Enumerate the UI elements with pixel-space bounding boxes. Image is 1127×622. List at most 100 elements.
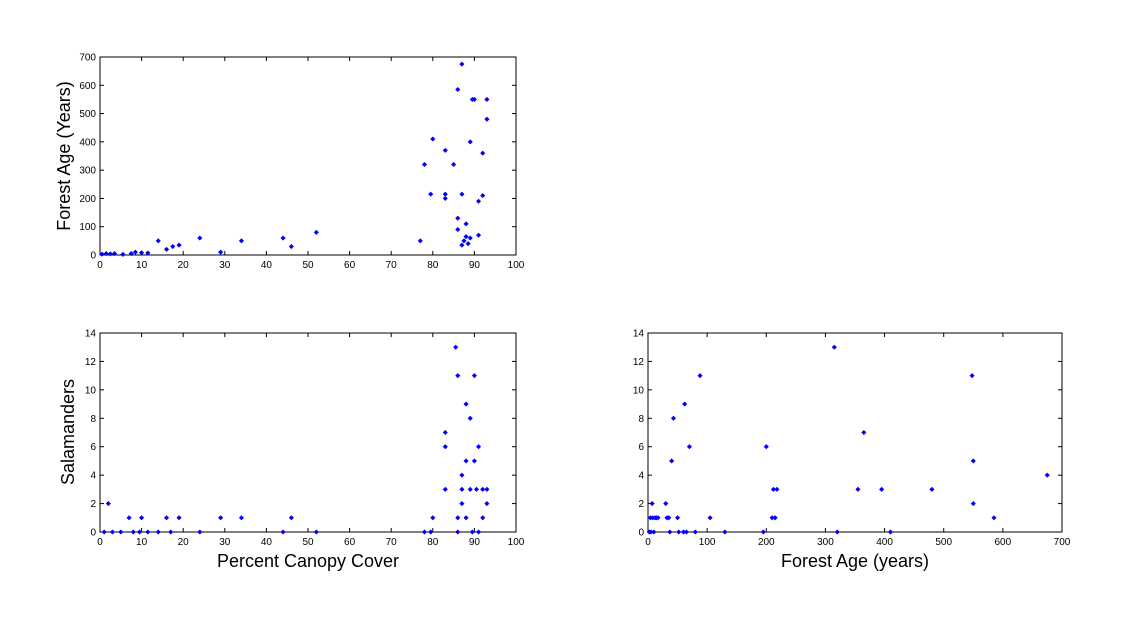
data-point xyxy=(682,401,688,407)
data-point xyxy=(475,232,482,238)
data-point xyxy=(103,250,109,257)
data-point xyxy=(855,486,861,493)
data-point xyxy=(484,486,490,493)
data-point xyxy=(421,529,428,535)
data-point xyxy=(463,221,469,227)
data-point xyxy=(763,444,769,450)
x-tick-label: 30 xyxy=(219,537,231,548)
x-tick-label: 10 xyxy=(136,260,148,271)
data-point xyxy=(459,61,465,67)
data-point xyxy=(471,458,478,464)
data-point xyxy=(1044,472,1050,478)
y-tick-label: 6 xyxy=(90,442,96,453)
data-point xyxy=(469,529,475,535)
data-point xyxy=(878,486,885,493)
data-point xyxy=(459,242,465,248)
data-point xyxy=(120,251,126,258)
data-point xyxy=(473,486,480,493)
y-tick-label: 200 xyxy=(79,194,96,205)
x-tick-label: 80 xyxy=(427,260,439,271)
data-point xyxy=(669,458,675,464)
y-tick-label: 100 xyxy=(79,222,96,233)
data-point xyxy=(288,515,295,521)
y-tick-label: 6 xyxy=(638,442,644,453)
data-point xyxy=(280,529,286,535)
data-point xyxy=(197,529,203,535)
x-axis-label: Percent Canopy Cover xyxy=(217,551,399,571)
data-point xyxy=(887,529,894,535)
data-point xyxy=(128,250,134,257)
data-point xyxy=(467,486,473,493)
data-point xyxy=(463,458,469,464)
x-tick-label: 0 xyxy=(645,537,651,548)
y-tick-label: 2 xyxy=(90,499,96,510)
x-axis-label: Forest Age (years) xyxy=(781,551,929,571)
data-point xyxy=(288,243,295,250)
data-point xyxy=(667,529,673,535)
data-point xyxy=(417,238,423,244)
data-point xyxy=(459,500,465,507)
x-tick-label: 200 xyxy=(758,537,775,548)
data-point xyxy=(130,529,136,535)
y-axis-label: Salamanders xyxy=(58,379,78,485)
x-tick-label: 600 xyxy=(995,537,1012,548)
data-point xyxy=(463,515,469,521)
y-tick-label: 500 xyxy=(79,109,96,120)
data-point xyxy=(442,195,448,202)
data-point xyxy=(455,529,461,535)
data-point xyxy=(217,249,224,255)
x-tick-label: 400 xyxy=(876,537,893,548)
data-point xyxy=(217,515,224,521)
x-tick-label: 70 xyxy=(386,260,398,271)
data-point xyxy=(455,215,461,221)
y-tick-label: 8 xyxy=(90,414,96,425)
data-point xyxy=(430,515,436,521)
data-point xyxy=(136,529,143,535)
x-tick-label: 100 xyxy=(508,260,525,271)
y-tick-label: 10 xyxy=(633,385,645,396)
data-point xyxy=(467,139,473,145)
x-tick-label: 20 xyxy=(178,537,190,548)
points xyxy=(101,344,490,535)
data-point xyxy=(163,246,170,252)
data-point xyxy=(670,415,677,421)
ticks: 0 10 20 30 40 50 60 70 80 90 100 0 2 4 6 8 10 12 14 xyxy=(85,329,525,549)
data-point xyxy=(313,229,319,236)
data-point xyxy=(692,529,698,535)
x-tick-label: 300 xyxy=(817,537,834,548)
y-tick-label: 14 xyxy=(85,329,97,340)
data-point xyxy=(465,241,471,247)
data-point xyxy=(442,486,448,493)
y-axis-label: Forest Age (Years) xyxy=(54,81,74,230)
x-tick-label: 20 xyxy=(178,260,190,271)
points xyxy=(99,61,490,258)
data-point xyxy=(109,529,116,535)
data-point xyxy=(831,344,837,350)
data-point xyxy=(770,486,777,493)
y-tick-label: 600 xyxy=(79,81,96,92)
points xyxy=(646,344,1050,535)
data-point xyxy=(649,500,655,507)
data-point xyxy=(772,515,778,521)
data-point xyxy=(105,500,111,507)
data-point xyxy=(484,500,490,507)
data-point xyxy=(101,529,107,535)
x-tick-label: 80 xyxy=(427,537,439,548)
data-point xyxy=(453,344,459,350)
data-point xyxy=(132,249,139,255)
data-point xyxy=(463,233,469,240)
data-point xyxy=(461,238,467,244)
data-point xyxy=(280,235,286,241)
y-tick-label: 12 xyxy=(85,357,97,368)
data-point xyxy=(760,529,766,535)
data-point xyxy=(99,251,105,257)
data-point xyxy=(969,372,975,379)
data-point xyxy=(421,161,428,168)
data-point xyxy=(107,251,114,257)
y-tick-label: 2 xyxy=(638,499,644,510)
data-point xyxy=(707,515,713,521)
data-point xyxy=(774,486,780,493)
data-point xyxy=(676,529,682,535)
y-tick-label: 0 xyxy=(90,528,96,539)
data-point xyxy=(467,415,473,421)
